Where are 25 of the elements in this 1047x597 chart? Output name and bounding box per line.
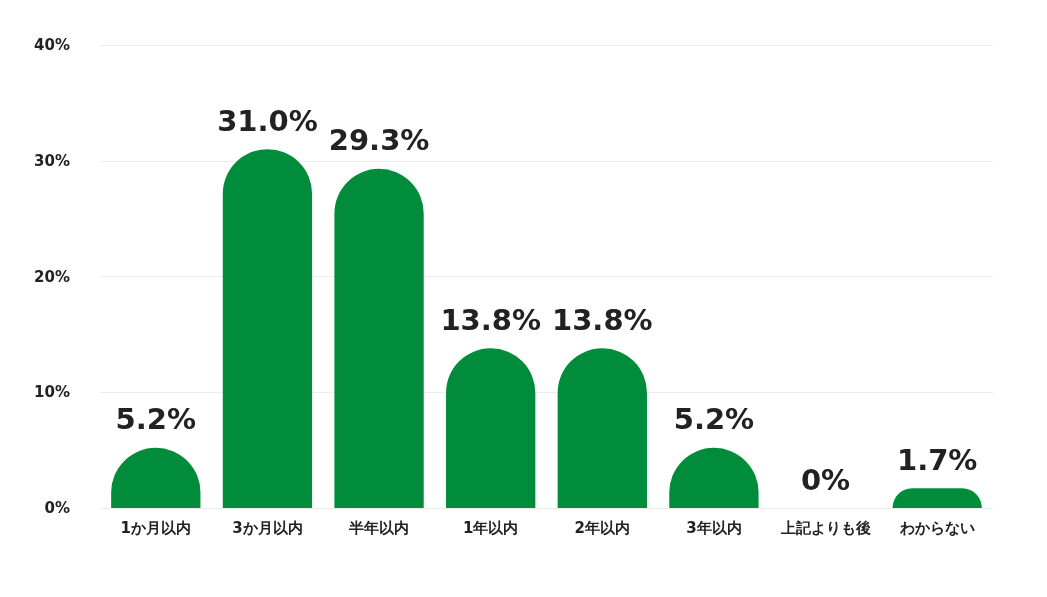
data-label: 5.2% — [115, 402, 197, 437]
bar — [334, 168, 424, 508]
x-tick-label: わからない — [898, 518, 975, 537]
y-tick-label: 30% — [34, 151, 70, 170]
data-label: 1.7% — [896, 442, 978, 477]
data-label: 13.8% — [552, 302, 653, 337]
x-tick-label: 上記よりも後 — [779, 518, 871, 537]
x-tick-label: 3年以内 — [686, 518, 742, 537]
bar — [446, 348, 536, 508]
bar — [222, 149, 313, 508]
x-tick-label: 半年以内 — [348, 518, 410, 537]
bar — [557, 348, 647, 508]
data-label: 5.2% — [673, 402, 755, 437]
y-tick-label: 10% — [34, 383, 70, 402]
data-label: 13.8% — [440, 302, 541, 337]
x-tick-label: 1か月以内 — [120, 518, 192, 537]
data-label: 0% — [800, 462, 851, 497]
x-tick-label: 3か月以内 — [232, 518, 303, 537]
y-tick-label: 40% — [34, 36, 70, 54]
y-tick-label: 0% — [44, 499, 70, 517]
data-label: 31.0% — [217, 103, 318, 138]
data-label: 29.3% — [328, 123, 430, 158]
y-tick-label: 20% — [34, 267, 70, 286]
x-tick-label: 2年以内 — [574, 518, 631, 537]
x-tick-label: 1年以内 — [462, 518, 519, 537]
